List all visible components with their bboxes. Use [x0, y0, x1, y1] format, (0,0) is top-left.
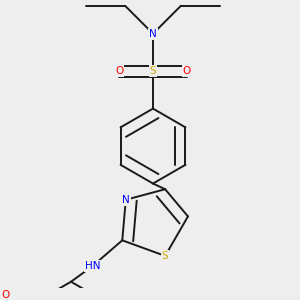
Text: O: O [116, 66, 124, 76]
Text: S: S [150, 66, 156, 76]
Text: HN: HN [85, 261, 100, 271]
Text: S: S [162, 251, 169, 261]
Text: O: O [182, 66, 190, 76]
Text: N: N [149, 29, 157, 39]
Text: N: N [122, 195, 130, 205]
Text: O: O [1, 290, 9, 299]
